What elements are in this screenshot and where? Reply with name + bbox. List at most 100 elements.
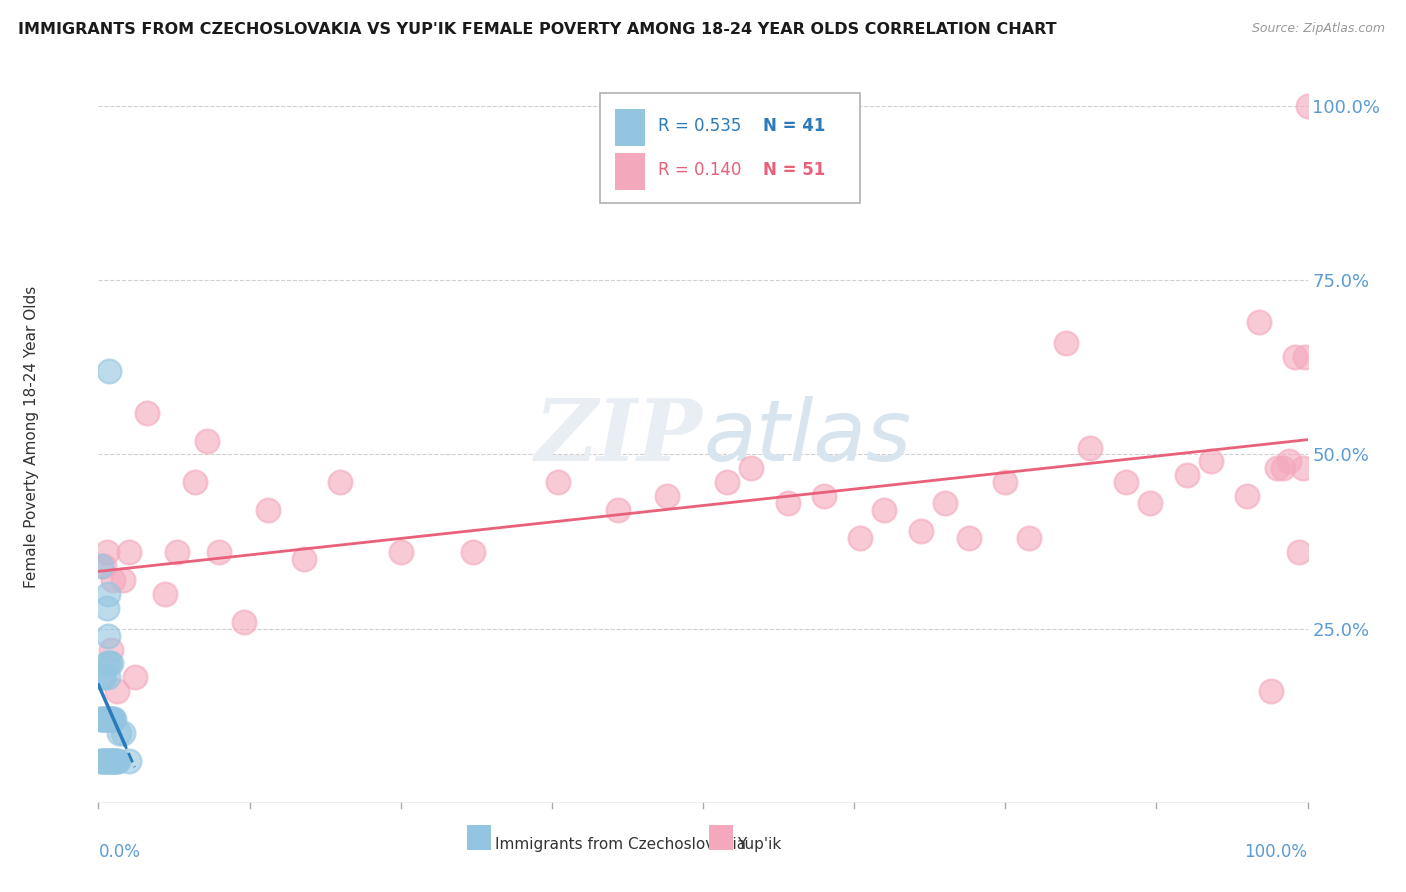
Point — [91, 754, 114, 768]
Point — [184, 475, 207, 490]
Point — [111, 726, 134, 740]
FancyBboxPatch shape — [600, 94, 860, 203]
Point — [103, 754, 125, 768]
Point — [547, 475, 569, 490]
Point — [607, 503, 630, 517]
Point — [153, 587, 176, 601]
Text: N = 41: N = 41 — [763, 117, 825, 136]
Point — [1078, 441, 1101, 455]
Point — [111, 573, 134, 587]
Point — [97, 629, 120, 643]
Text: 100.0%: 100.0% — [1244, 843, 1308, 861]
Point — [813, 489, 835, 503]
Point — [1018, 531, 1040, 545]
Point — [1139, 496, 1161, 510]
Point — [957, 531, 980, 545]
Text: R = 0.535: R = 0.535 — [658, 117, 741, 136]
Point — [1115, 475, 1137, 490]
Point — [1199, 454, 1222, 468]
Point — [849, 531, 872, 545]
Text: IMMIGRANTS FROM CZECHOSLOVAKIA VS YUP'IK FEMALE POVERTY AMONG 18-24 YEAR OLDS CO: IMMIGRANTS FROM CZECHOSLOVAKIA VS YUP'IK… — [18, 22, 1057, 37]
Point — [100, 754, 122, 768]
Point — [124, 670, 146, 684]
Point — [716, 475, 738, 490]
Point — [98, 657, 121, 671]
Point — [97, 587, 120, 601]
Bar — [614, 153, 645, 190]
Point — [118, 754, 141, 768]
Point — [329, 475, 352, 490]
Point — [776, 496, 799, 510]
Point — [105, 754, 128, 768]
Point — [1278, 454, 1301, 468]
Point — [292, 552, 315, 566]
Point — [740, 461, 762, 475]
Bar — [467, 825, 492, 850]
Point — [166, 545, 188, 559]
Point — [94, 754, 117, 768]
Point — [1249, 315, 1271, 329]
Point — [655, 489, 678, 503]
Point — [1054, 336, 1077, 351]
Point — [1267, 461, 1289, 475]
Point — [1260, 684, 1282, 698]
Point — [98, 712, 121, 726]
Point — [100, 657, 122, 671]
Point — [89, 754, 111, 768]
Text: Female Poverty Among 18-24 Year Olds: Female Poverty Among 18-24 Year Olds — [24, 286, 39, 588]
Point — [1292, 461, 1315, 475]
Point — [873, 503, 896, 517]
Bar — [614, 110, 645, 146]
Point — [96, 600, 118, 615]
Point — [101, 754, 124, 768]
Point — [1284, 350, 1306, 364]
Text: atlas: atlas — [703, 395, 911, 479]
Point — [100, 642, 122, 657]
Point — [98, 754, 121, 768]
Point — [104, 754, 127, 768]
Point — [1294, 350, 1316, 364]
Point — [1272, 461, 1295, 475]
Point — [97, 754, 120, 768]
Point — [1175, 468, 1198, 483]
Bar — [709, 825, 734, 850]
Point — [91, 670, 114, 684]
Text: 0.0%: 0.0% — [98, 843, 141, 861]
Point — [135, 406, 157, 420]
Point — [96, 657, 118, 671]
Point — [90, 558, 112, 573]
Point — [103, 712, 125, 726]
Point — [93, 558, 115, 573]
Point — [1288, 545, 1310, 559]
Point — [463, 545, 485, 559]
Point — [105, 684, 128, 698]
Text: N = 51: N = 51 — [763, 161, 825, 179]
Point — [934, 496, 956, 510]
Text: Immigrants from Czechoslovakia: Immigrants from Czechoslovakia — [495, 838, 747, 852]
Point — [100, 754, 122, 768]
Point — [98, 364, 121, 378]
Point — [91, 712, 114, 726]
Point — [93, 670, 115, 684]
Point — [208, 545, 231, 559]
Point — [93, 754, 115, 768]
Point — [195, 434, 218, 448]
Point — [108, 726, 131, 740]
Point — [910, 524, 932, 538]
Point — [994, 475, 1017, 490]
Point — [97, 670, 120, 684]
Point — [100, 712, 122, 726]
Text: Yup'ik: Yup'ik — [737, 838, 782, 852]
Text: R = 0.140: R = 0.140 — [658, 161, 741, 179]
Point — [256, 503, 278, 517]
Point — [97, 712, 120, 726]
Point — [96, 754, 118, 768]
Point — [93, 712, 115, 726]
Point — [101, 573, 124, 587]
Point — [101, 712, 124, 726]
Point — [107, 754, 129, 768]
Text: Source: ZipAtlas.com: Source: ZipAtlas.com — [1251, 22, 1385, 36]
Point — [89, 712, 111, 726]
Text: ZIP: ZIP — [536, 395, 703, 479]
Point — [91, 712, 114, 726]
